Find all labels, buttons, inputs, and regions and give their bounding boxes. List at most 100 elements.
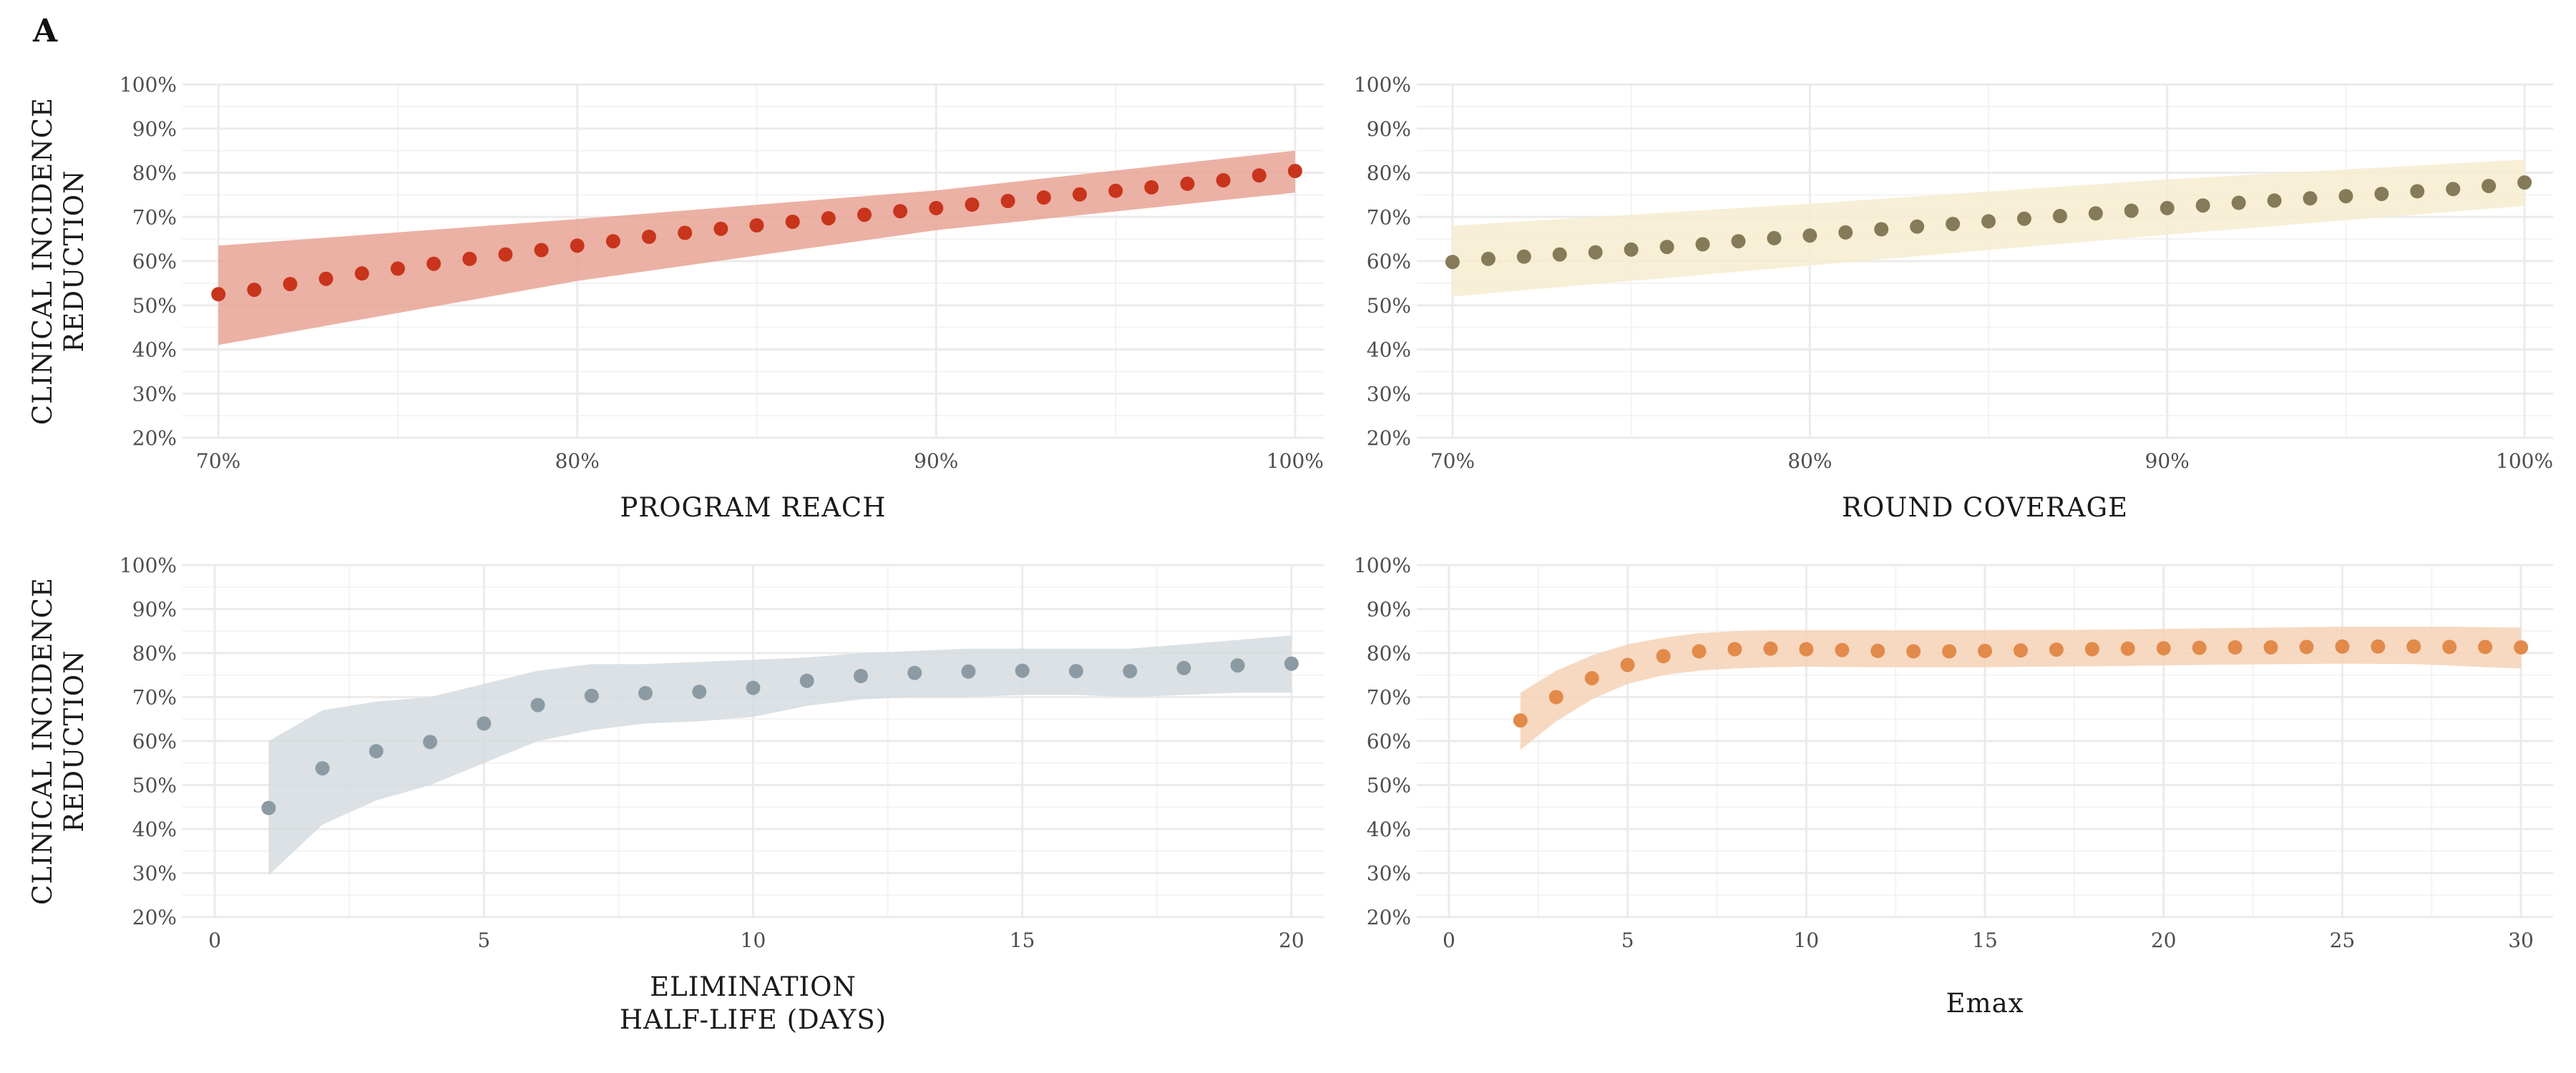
data-point	[570, 238, 585, 253]
data-point	[821, 211, 836, 226]
x-axis-title: ROUND COVERAGE	[1842, 492, 2128, 523]
data-point	[2263, 640, 2278, 655]
x-axis-title: PROGRAM REACH	[620, 492, 886, 523]
data-point	[1108, 183, 1123, 198]
chart-elimination-half-life: 20% 30% 40% 50% 60% 70% 80% 90% 100% 0 5 10 15 20 ELIM…	[27, 554, 1324, 1035]
y-tick-label: 20%	[1367, 906, 1411, 929]
y-tick-label: 40%	[1367, 338, 1411, 362]
data-point	[1216, 173, 1231, 187]
data-point	[799, 673, 814, 688]
data-point	[1513, 713, 1528, 728]
data-point	[1767, 230, 1782, 245]
y-tick-label: 100%	[1354, 73, 1411, 97]
y-tick-label: 90%	[132, 117, 177, 141]
x-tick-label: 30	[2508, 929, 2534, 952]
x-tick-label: 25	[2330, 929, 2356, 952]
x-axis-title: ELIMINATION	[650, 971, 857, 1002]
x-tick-label: 0	[1443, 929, 1455, 952]
data-point	[247, 283, 262, 298]
y-tick-label: 20%	[1367, 426, 1411, 450]
data-point	[1763, 641, 1778, 656]
data-point	[2482, 179, 2497, 193]
y-tick-label: 30%	[1367, 382, 1411, 406]
data-point	[1176, 660, 1191, 675]
x-tick-label: 70%	[196, 449, 240, 473]
data-point	[2088, 206, 2103, 221]
x-axis-title: Emax	[1946, 988, 2024, 1019]
y-tick-label: 90%	[1367, 598, 1411, 622]
y-tick-label: 70%	[1367, 205, 1411, 229]
chart-emax: 20% 30% 40% 50% 60% 70% 80% 90% 100% 0 5 10 15 20 25 30…	[1354, 554, 2553, 1019]
data-point	[1287, 164, 1302, 178]
data-point	[1000, 194, 1015, 208]
data-point	[1695, 237, 1710, 252]
data-point	[2156, 641, 2171, 656]
data-point	[692, 685, 707, 700]
data-point	[2299, 640, 2314, 655]
data-point	[530, 697, 545, 712]
x-tick-label: 100%	[1267, 449, 1324, 473]
x-tick-label: 15	[1010, 929, 1035, 952]
data-point	[1910, 219, 1925, 234]
uncertainty-band	[1520, 627, 2522, 750]
data-point	[354, 266, 369, 281]
data-point	[1946, 217, 1961, 232]
y-tick-label: 60%	[132, 250, 177, 273]
data-point	[2446, 182, 2461, 197]
data-point	[462, 251, 477, 266]
x-tick-label: 100%	[2496, 449, 2553, 473]
data-point	[1620, 657, 1635, 672]
data-point	[1838, 225, 1853, 240]
y-tick-label: 100%	[1354, 554, 1411, 577]
y-tick-label: 30%	[132, 862, 177, 886]
data-point	[1692, 644, 1707, 659]
chart-round-coverage: 20% 30% 40% 50% 60% 70% 80% 90% 100% 70% 80% 90% 100…	[1354, 73, 2553, 523]
data-point	[2016, 211, 2031, 226]
data-point	[1659, 240, 1674, 255]
data-point	[2084, 642, 2099, 657]
x-tick-label: 5	[477, 929, 490, 952]
data-point	[857, 207, 872, 222]
data-point	[426, 256, 441, 271]
y-tick-label: 60%	[132, 730, 177, 753]
data-point	[785, 215, 800, 229]
data-point	[907, 665, 922, 680]
data-point	[1284, 656, 1299, 671]
x-tick-label: 5	[1621, 929, 1634, 952]
data-point	[283, 277, 298, 292]
uncertainty-band	[218, 150, 1295, 346]
x-tick-label: 90%	[2145, 449, 2190, 473]
y-tick-label: 20%	[132, 426, 177, 450]
y-tick-label: 20%	[132, 906, 177, 929]
y-tick-label: 70%	[132, 205, 177, 229]
data-point	[1068, 664, 1083, 679]
x-tick-label: 15	[1972, 929, 1998, 952]
data-point	[1656, 649, 1671, 664]
data-point	[2338, 189, 2353, 204]
y-tick-label: 60%	[1367, 250, 1411, 273]
data-point	[2517, 175, 2532, 190]
data-point	[2374, 187, 2389, 202]
y-axis-title: REDUCTION	[59, 170, 89, 352]
data-point	[605, 234, 620, 249]
data-point	[1835, 642, 1850, 657]
x-tick-label: 0	[208, 929, 221, 952]
data-point	[1252, 168, 1267, 183]
data-point	[2120, 641, 2135, 656]
data-point	[1144, 180, 1159, 195]
y-tick-label: 90%	[1367, 117, 1411, 141]
y-tick-label: 60%	[1367, 730, 1411, 753]
data-point	[2442, 640, 2457, 655]
y-tick-label: 50%	[132, 294, 177, 318]
y-tick-label: 40%	[1367, 818, 1411, 841]
data-point	[1548, 690, 1563, 705]
y-tick-label: 80%	[1367, 642, 1411, 665]
data-point	[2195, 198, 2210, 213]
data-point	[1981, 214, 1996, 229]
y-tick-label: 80%	[1367, 162, 1411, 185]
data-point	[1802, 228, 1818, 243]
data-point	[1516, 249, 1531, 264]
x-tick-label: 10	[1793, 929, 1819, 952]
data-point	[1123, 664, 1138, 679]
